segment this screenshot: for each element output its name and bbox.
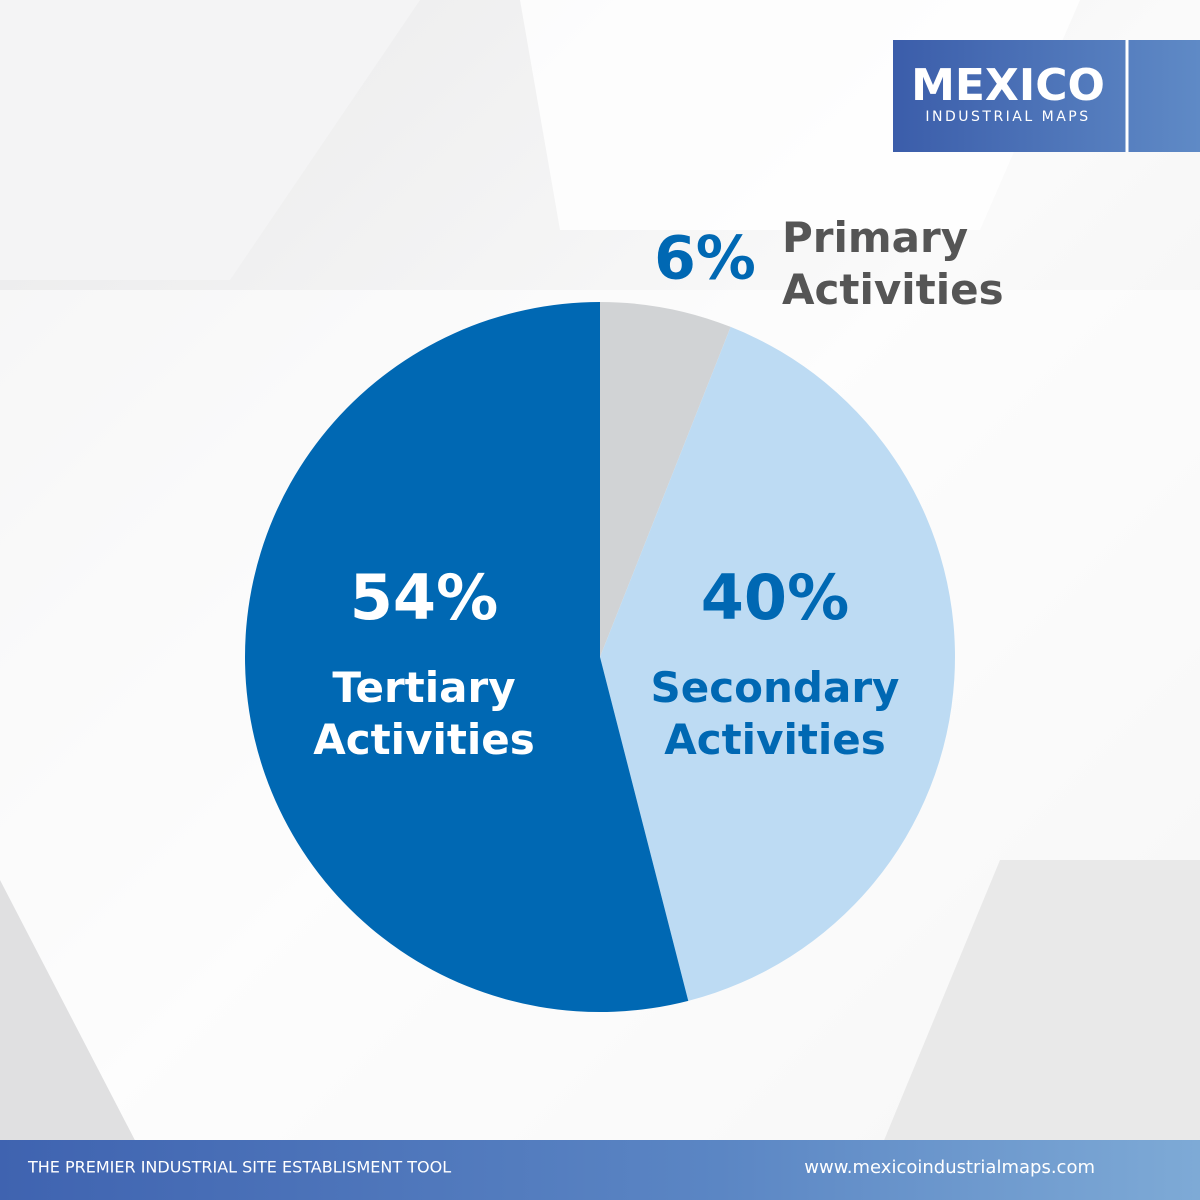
pie-slice (244, 302, 689, 1013)
background-shape (0, 880, 140, 1150)
pie-slice (600, 302, 731, 657)
footer-band (0, 1140, 1200, 1200)
category-label: Tertiary Activities (313, 663, 535, 764)
footer-tagline: THE PREMIER INDUSTRIAL SITE ESTABLISMENT… (27, 1158, 451, 1177)
labels: 6% Primary Activities 40% Secondary Activitie… (313, 213, 1003, 764)
pie (244, 302, 955, 1013)
pie-slice (600, 326, 955, 1001)
footer-url: www.mexicoindustrialmaps.com (804, 1157, 1095, 1178)
value-label: 40% (701, 561, 849, 634)
background-shape (880, 860, 1200, 1150)
value-label: 6% (654, 224, 756, 294)
value-label: 54% (350, 561, 498, 634)
logo-title: MEXICO (911, 60, 1105, 111)
logo-box (893, 40, 1200, 152)
category-label: Secondary Activities (651, 663, 900, 764)
logo-subtitle: INDUSTRIAL MAPS (925, 109, 1090, 125)
category-label: Primary Activities (782, 213, 1004, 314)
background-shape (0, 0, 420, 280)
